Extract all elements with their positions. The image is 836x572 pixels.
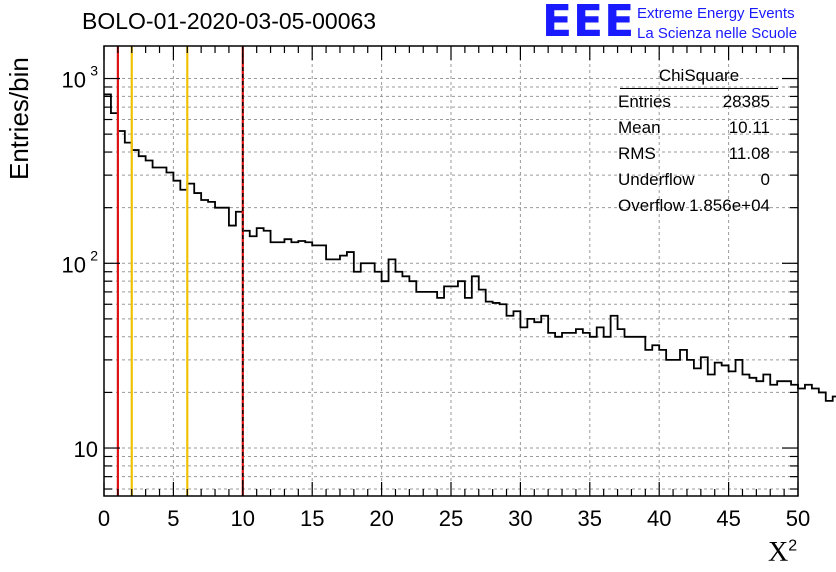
eee-logo: EEE Extreme Energy Events La Scienza nel…: [542, 0, 832, 47]
x-tick-label: 50: [786, 506, 810, 531]
stats-value: 28385: [722, 92, 770, 111]
stats-key: RMS: [618, 144, 656, 163]
stats-key: Overflow: [618, 196, 686, 215]
stats-value: 1.856e+04: [689, 196, 770, 215]
x-tick-label: 45: [716, 506, 740, 531]
logo-line-1: Extreme Energy Events: [637, 5, 795, 22]
eee-logo-mark: EEE: [542, 0, 636, 47]
x-tick-label: 15: [300, 506, 324, 531]
x-tick-label: 25: [439, 506, 463, 531]
logo-line-2: La Scienza nelle Scuole: [637, 25, 798, 42]
stats-value: 0: [760, 170, 770, 189]
stats-row-mean: Mean 10.11: [618, 115, 778, 141]
stats-key: Entries: [618, 92, 671, 111]
stats-box: ChiSquare Entries 28385 Mean 10.11 RMS 1…: [610, 66, 778, 219]
y-tick-label: 10: [62, 252, 86, 277]
y-tick-label: 10: [62, 68, 86, 93]
x-axis-label: Χ2: [768, 537, 797, 569]
stats-title: ChiSquare: [620, 66, 778, 89]
stats-key: Mean: [618, 118, 661, 137]
stats-row-overflow: Overflow 1.856e+04: [618, 193, 778, 219]
x-tick-label: 35: [578, 506, 602, 531]
x-tick-label: 10: [231, 506, 255, 531]
x-tick-label: 0: [98, 506, 110, 531]
x-tick-label: 5: [167, 506, 179, 531]
stats-value: 10.11: [728, 118, 770, 137]
stats-value: 11.08: [728, 144, 770, 163]
chart-title: BOLO-01-2020-03-05-00063: [82, 8, 377, 34]
x-tick-label: 40: [647, 506, 671, 531]
stats-row-entries: Entries 28385: [618, 89, 778, 115]
y-tick-label: 10: [74, 437, 98, 462]
x-axis-label-base: Χ: [768, 537, 789, 568]
stats-key: Underflow: [618, 170, 695, 189]
x-tick-label: 30: [508, 506, 532, 531]
y-tick-label-exponent: 3: [90, 63, 98, 79]
x-axis-label-superscript: 2: [788, 537, 798, 555]
y-tick-label-exponent: 2: [90, 247, 98, 263]
stats-row-rms: RMS 11.08: [618, 141, 778, 167]
stats-row-underflow: Underflow 0: [618, 167, 778, 193]
x-tick-label: 20: [369, 506, 393, 531]
